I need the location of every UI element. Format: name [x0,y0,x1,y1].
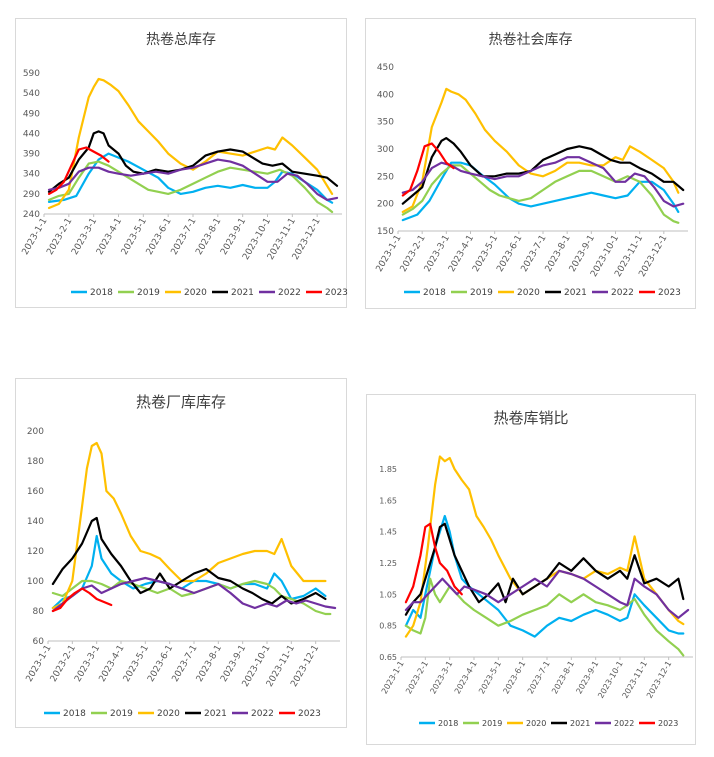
y-tick-label: 180 [27,457,44,467]
y-tick-label: 440 [23,129,40,139]
y-tick-label: 200 [377,200,394,210]
chart-title: 热卷库销比 [493,409,569,427]
y-tick-label: 490 [23,109,40,119]
series-line-2022 [51,576,337,613]
y-tick-label: 240 [23,210,40,220]
x-tick-label: 2023-12-1 [645,660,673,700]
x-tick-label: 2023-5-1 [477,660,503,696]
x-tick-label: 2023-4-1 [453,660,479,696]
x-tick-label: 2023-8-1 [550,660,576,696]
legend-label-2019: 2019 [110,709,133,719]
series-line-2023 [401,142,455,197]
y-tick-label: 60 [33,637,45,647]
y-tick-label: 590 [23,69,40,79]
y-tick-label: 160 [27,487,44,497]
y-tick-label: 80 [33,607,45,617]
legend-label-2023: 2023 [325,288,348,298]
y-tick-label: 140 [27,517,44,527]
chart-title: 热卷厂库库存 [135,393,226,411]
y-tick-label: 1.25 [379,559,397,568]
chart-panel-factory-inventory: 热卷厂库库存 60 80 100 120 140 160 180 200 2023-1-1 202… [15,378,347,728]
chart-panel-inventory-sales-ratio: 热卷库销比 0.65 0.85 1.05 1.25 1.45 1.65 1.85 2023-1… [366,394,696,745]
legend-label-2019: 2019 [482,719,502,728]
legend-label-2022: 2022 [251,709,274,719]
series-line-2020 [47,77,334,210]
chart-title: 热卷社会库存 [488,32,573,48]
chart-panel-social-inventory: 热卷社会库存 150 200 250 300 350 400 450 2023-1-1 2023… [365,18,696,309]
y-tick-label: 1.85 [379,465,397,474]
legend-label-2022: 2022 [278,288,301,298]
y-tick-label: 0.85 [379,622,397,631]
x-tick-label: 2023-2-1 [404,660,430,696]
chart-panel-total-inventory: 热卷总库存 240 290 340 390 440 490 540 590 2023-1-1 20… [15,18,348,308]
chart-title: 热卷总库存 [146,32,216,48]
legend-label-2021: 2021 [570,719,590,728]
y-tick-label: 340 [23,170,40,180]
y-tick-label: 100 [27,577,44,587]
legend-label-2023: 2023 [658,288,681,298]
y-tick-label: 450 [377,63,394,73]
series-line-2022 [401,156,685,208]
y-tick-label: 150 [377,227,394,237]
line-chart: 2402903403904404905405902023-1-12023-2-1… [21,69,348,298]
y-tick-label: 1.65 [379,496,397,505]
series-line-2023 [51,587,113,613]
series-line-2019 [401,164,680,224]
series-line-2022 [47,158,339,201]
series-line-2022 [404,569,690,619]
x-tick-label: 2023-1-1 [380,660,406,696]
legend-label-2023: 2023 [658,719,678,728]
y-tick-label: 120 [27,547,44,557]
y-tick-label: 350 [377,118,394,128]
legend-label-2021: 2021 [564,288,587,298]
y-tick-label: 400 [377,90,394,100]
legend-label-2020: 2020 [526,719,546,728]
y-tick-label: 290 [23,190,40,200]
series-line-2020 [51,441,327,610]
x-tick-label: 2023-7-1 [526,660,552,696]
line-chart: 60801001201401601802002023-1-12023-2-120… [25,427,340,719]
series-line-2020 [401,87,680,213]
legend-label-2020: 2020 [517,288,540,298]
legend-label-2020: 2020 [157,709,180,719]
legend-label-2023: 2023 [298,709,321,719]
y-tick-label: 250 [377,172,394,182]
series-line-2021 [404,522,685,616]
legend-label-2018: 2018 [90,288,113,298]
series-line-2023 [404,522,463,604]
legend-label-2022: 2022 [611,288,634,298]
line-chart: 1502002503003504004502023-1-12023-2-1202… [375,63,688,298]
y-tick-label: 1.45 [379,528,397,537]
y-tick-label: 300 [377,145,394,155]
y-tick-label: 390 [23,150,40,160]
line-chart: 0.650.851.051.251.451.651.852023-1-12023… [379,455,693,728]
series-line-2023 [47,146,110,195]
legend-label-2019: 2019 [137,288,160,298]
series-line-2021 [51,516,327,605]
legend-label-2019: 2019 [470,288,493,298]
y-tick-label: 540 [23,89,40,99]
legend-label-2021: 2021 [231,288,254,298]
legend-label-2021: 2021 [204,709,227,719]
series-line-2019 [404,577,685,657]
legend-label-2020: 2020 [184,288,207,298]
y-tick-label: 0.65 [379,653,397,662]
x-tick-label: 2023-3-1 [428,660,454,696]
y-tick-label: 200 [27,427,44,437]
series-line-2021 [401,136,685,205]
legend-label-2022: 2022 [614,719,634,728]
x-tick-label: 2023-6-1 [501,660,527,696]
y-tick-label: 1.05 [379,590,397,599]
x-tick-label: 2023-9-1 [574,660,600,696]
legend-label-2018: 2018 [423,288,446,298]
legend-label-2018: 2018 [63,709,86,719]
series-line-2018 [47,152,334,204]
legend-label-2018: 2018 [438,719,458,728]
